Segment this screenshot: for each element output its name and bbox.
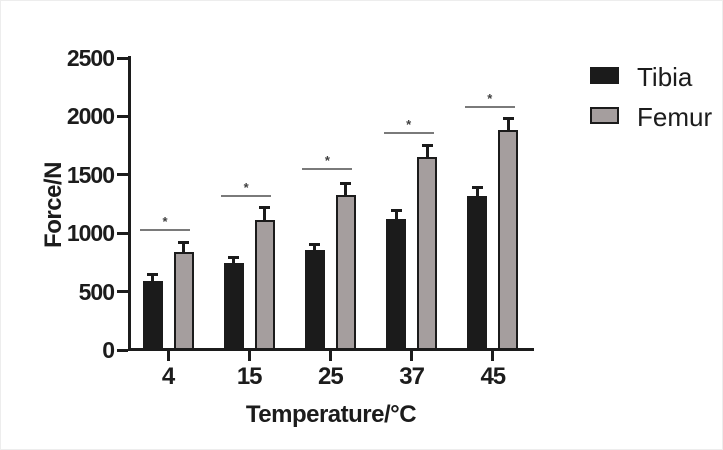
significance-asterisk-4: * xyxy=(162,213,168,229)
y-axis-title: Force/N xyxy=(40,162,67,248)
x-tick-label-4: 4 xyxy=(161,363,175,390)
y-tick-label: 1500 xyxy=(66,161,115,188)
y-tick-mark xyxy=(117,114,128,118)
error-bar-cap xyxy=(340,181,352,185)
y-tick-mark xyxy=(117,290,128,294)
significance-line-15 xyxy=(221,194,272,197)
x-tick-label-45: 45 xyxy=(480,363,506,390)
y-tick-label: 500 xyxy=(78,278,115,305)
y-tick-mark xyxy=(117,56,128,60)
bar-femur-45 xyxy=(498,129,519,350)
error-bar-cap xyxy=(309,243,321,247)
bar-femur-37 xyxy=(417,156,438,350)
y-tick-label: 2000 xyxy=(66,103,115,130)
legend-swatch-femur xyxy=(590,107,619,124)
significance-asterisk-37: * xyxy=(406,116,412,132)
error-bar-stem xyxy=(475,186,479,199)
error-bar-cap xyxy=(390,209,402,213)
bar-tibia-15 xyxy=(223,262,244,350)
error-bar-stem xyxy=(425,143,429,159)
error-bar-cap xyxy=(471,186,483,190)
bar-femur-4 xyxy=(173,251,194,350)
error-bar-stem xyxy=(506,116,510,132)
significance-asterisk-25: * xyxy=(324,152,330,168)
x-tick-mark xyxy=(491,351,495,361)
y-tick-label: 2500 xyxy=(66,45,115,71)
legend-label-femur: Femur xyxy=(637,102,713,132)
error-bar-cap xyxy=(259,206,271,210)
legend-swatch-tibia xyxy=(590,67,619,84)
x-tick-mark xyxy=(410,351,414,361)
significance-line-25 xyxy=(302,167,353,170)
error-bar-cap xyxy=(178,241,189,245)
legend-label-tibia: Tibia xyxy=(637,62,693,92)
bar-tibia-4 xyxy=(142,281,163,350)
y-tick-mark xyxy=(117,348,128,352)
bar-femur-25 xyxy=(335,194,356,350)
error-bar-stem xyxy=(394,209,398,222)
error-bar-stem xyxy=(344,181,348,197)
y-axis xyxy=(128,56,131,351)
bar-femur-15 xyxy=(254,219,275,350)
significance-line-4 xyxy=(140,228,190,231)
significance-asterisk-45: * xyxy=(487,90,493,106)
x-tick-mark xyxy=(247,351,251,361)
x-tick-label-25: 25 xyxy=(318,363,344,390)
error-bar-stem xyxy=(232,255,236,265)
error-bar-cap xyxy=(147,272,158,276)
bar-tibia-25 xyxy=(304,250,325,350)
y-tick-label: 1000 xyxy=(66,220,115,247)
x-tick-mark xyxy=(166,351,170,361)
significance-line-37 xyxy=(383,131,434,134)
y-tick-label: 0 xyxy=(102,337,115,363)
error-bar-cap xyxy=(502,116,514,120)
error-bar-cap xyxy=(421,143,433,147)
y-tick-mark xyxy=(117,231,128,235)
significance-asterisk-15: * xyxy=(243,179,249,195)
error-bar-stem xyxy=(263,206,267,222)
error-bar-cap xyxy=(228,255,240,259)
x-axis xyxy=(128,348,534,351)
bar-tibia-45 xyxy=(467,196,488,350)
x-axis-title: Temperature/°C xyxy=(245,401,417,428)
x-tick-label-37: 37 xyxy=(399,363,425,390)
y-tick-mark xyxy=(117,173,128,177)
x-tick-label-15: 15 xyxy=(236,363,263,390)
error-bar-stem xyxy=(182,241,185,254)
x-tick-mark xyxy=(328,351,332,361)
bar-tibia-37 xyxy=(386,219,407,350)
error-bar-stem xyxy=(151,272,154,284)
significance-line-45 xyxy=(464,105,515,108)
error-bar-stem xyxy=(313,243,317,253)
